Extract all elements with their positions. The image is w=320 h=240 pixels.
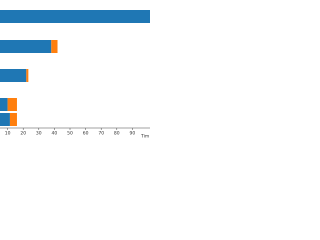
x-tick-label: 40 — [52, 131, 58, 137]
bar-segment — [51, 40, 58, 53]
bar-segment — [0, 98, 8, 111]
x-tick-label: 90 — [130, 131, 136, 137]
x-tick-label: 70 — [98, 131, 104, 137]
bar-segment — [0, 69, 27, 82]
bar-segment — [0, 113, 10, 126]
bar-segment — [0, 40, 52, 53]
x-tick-label: 30 — [36, 131, 42, 137]
x-tick-label: 50 — [67, 131, 73, 137]
x-tick-label: 60 — [83, 131, 89, 137]
bar-segment — [9, 113, 17, 126]
x-tick-label: 10 — [5, 131, 11, 137]
bar-segment — [0, 10, 150, 23]
bar-segment — [7, 98, 17, 111]
x-tick-label: 80 — [114, 131, 120, 137]
x-axis-label: Tim — [140, 134, 149, 140]
x-tick-label: 20 — [20, 131, 26, 137]
chart: Tim 10 20 30 40 50 60 70 80 90 — [0, 10, 150, 140]
bar-segment — [26, 69, 29, 82]
